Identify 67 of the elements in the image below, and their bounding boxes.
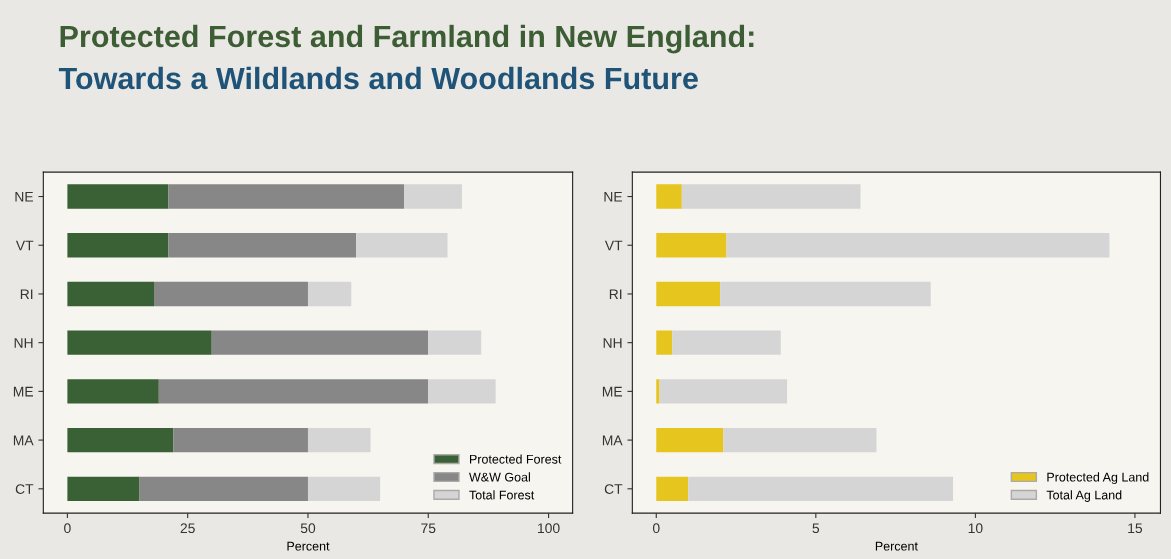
bar xyxy=(672,330,781,355)
y-tick-label: CT xyxy=(604,484,623,494)
y-tick-label: NH xyxy=(603,338,622,348)
bar xyxy=(67,330,212,355)
bar xyxy=(356,233,448,258)
bar xyxy=(681,184,861,209)
x-tick-label: 100 xyxy=(538,523,560,534)
x-tick-label: 15 xyxy=(1128,523,1143,534)
x-tick-label: 75 xyxy=(421,523,436,534)
bar xyxy=(428,379,496,404)
chart-title: Protected Forest and Farmland in New England: xyxy=(60,24,754,54)
x-tick-label: 0 xyxy=(64,523,71,534)
legend-label: Protected Forest xyxy=(470,454,562,464)
bar xyxy=(158,379,429,404)
bar xyxy=(656,379,660,404)
legend-label: Total Ag Land xyxy=(1046,490,1122,502)
y-tick-label: NE xyxy=(15,192,34,202)
x-tick-label: 50 xyxy=(300,523,316,534)
bar xyxy=(720,281,931,307)
bar xyxy=(173,427,308,453)
y-tick-label: ME xyxy=(13,386,34,397)
y-tick-label: NH xyxy=(14,338,33,348)
bar xyxy=(428,330,482,355)
y-tick-label: MA xyxy=(602,435,623,446)
x-axis-title: Percent xyxy=(875,541,918,551)
bar xyxy=(307,281,352,307)
bar xyxy=(67,427,174,453)
bar xyxy=(656,427,724,453)
bar xyxy=(688,476,954,501)
y-tick-label: VT xyxy=(604,240,623,251)
legend-label: Protected Ag Land xyxy=(1047,472,1149,485)
y-tick-label: ME xyxy=(602,386,623,397)
bar xyxy=(656,281,721,307)
bar xyxy=(726,233,1110,258)
legend-label: Total Forest xyxy=(469,490,535,500)
legend-label: W&W Goal xyxy=(469,472,530,482)
bar xyxy=(67,233,169,258)
bar xyxy=(67,476,140,501)
bar xyxy=(67,184,169,209)
bar xyxy=(656,184,682,209)
x-tick-label: 10 xyxy=(968,523,983,534)
bar xyxy=(404,184,462,209)
bar xyxy=(67,379,159,404)
y-tick-label: RI xyxy=(20,289,33,299)
chart-subtitle: Towards a Wildlands and Woodlands Future xyxy=(58,66,698,90)
y-tick-label: RI xyxy=(609,289,622,299)
x-axis-title: Percent xyxy=(287,541,330,551)
bar xyxy=(307,476,381,501)
bar xyxy=(656,330,673,355)
y-tick-label: VT xyxy=(15,240,34,251)
y-tick-label: NE xyxy=(604,192,623,202)
bar xyxy=(307,427,371,453)
bar xyxy=(139,476,308,501)
bar xyxy=(211,330,429,355)
x-tick-label: 0 xyxy=(652,523,660,534)
y-tick-label: MA xyxy=(13,435,34,446)
y-tick-label: CT xyxy=(15,484,34,494)
x-tick-label: 25 xyxy=(180,523,195,534)
bar xyxy=(659,379,788,404)
bar xyxy=(656,233,727,258)
bar xyxy=(168,233,357,258)
bar xyxy=(67,281,154,307)
x-tick-label: 5 xyxy=(812,523,820,534)
bar xyxy=(723,427,877,453)
bar xyxy=(154,281,308,307)
bar xyxy=(168,184,405,209)
bar xyxy=(656,476,689,501)
